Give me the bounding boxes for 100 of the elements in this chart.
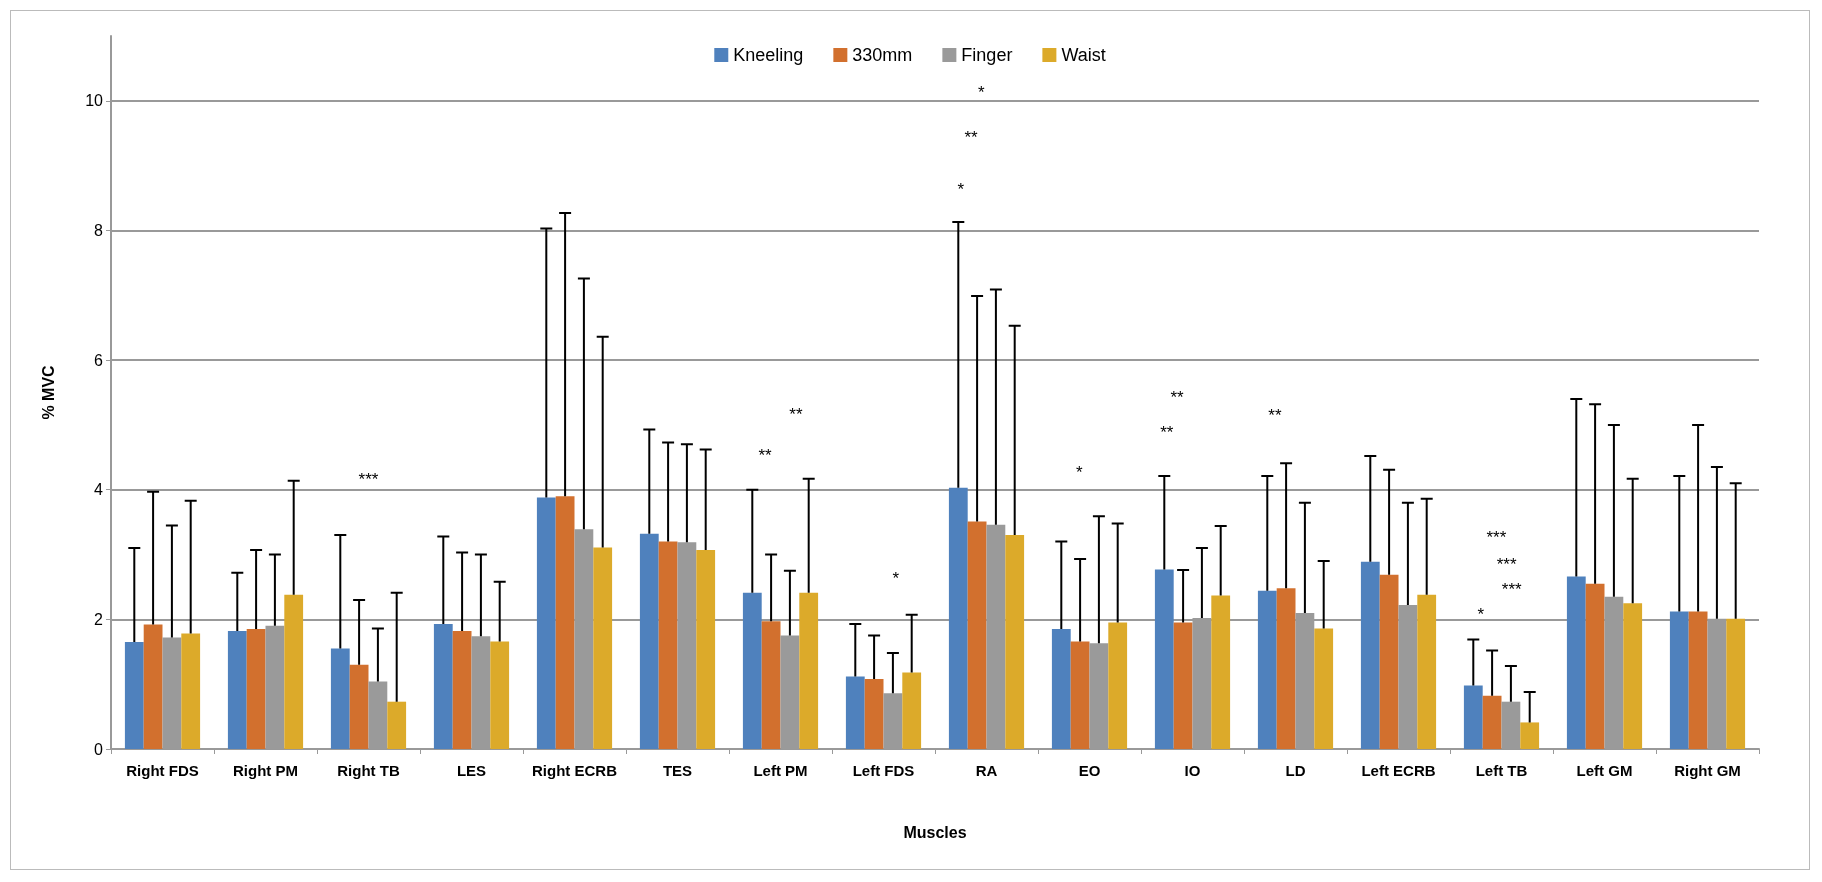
bar xyxy=(433,623,453,749)
bar xyxy=(1360,561,1380,749)
annotation: ** xyxy=(1160,423,1174,443)
annotation: * xyxy=(1075,463,1083,483)
legend-label: Finger xyxy=(961,45,1013,65)
bar xyxy=(902,672,922,749)
bar xyxy=(1211,595,1231,749)
bar xyxy=(1051,629,1071,749)
annotation: ** xyxy=(1268,405,1282,425)
bar xyxy=(1173,622,1193,749)
bar xyxy=(1623,603,1643,749)
bar xyxy=(593,547,613,749)
y-tick-label: 2 xyxy=(94,610,104,628)
bar xyxy=(1154,569,1174,749)
bar xyxy=(1585,583,1605,749)
annotation: * xyxy=(957,179,965,199)
x-tick-label: Right TB xyxy=(337,762,400,779)
bar xyxy=(780,635,800,749)
bar xyxy=(1707,618,1727,749)
annotation: *** xyxy=(1486,527,1507,547)
legend-label: Kneeling xyxy=(733,45,804,65)
bar xyxy=(1276,588,1296,749)
bar xyxy=(1379,574,1399,749)
y-axis-title: % MVC xyxy=(39,364,57,420)
bar xyxy=(742,592,762,749)
bar xyxy=(452,631,472,749)
x-axis-title: Muscles xyxy=(903,823,967,841)
y-tick-label: 8 xyxy=(94,221,104,239)
bar xyxy=(948,487,968,749)
annotation: * xyxy=(978,83,986,103)
bar xyxy=(696,550,716,749)
bar xyxy=(349,664,369,749)
bar xyxy=(1566,576,1586,749)
bar xyxy=(368,681,388,749)
x-tick-label: Right GM xyxy=(1674,762,1741,779)
y-tick-label: 10 xyxy=(85,92,104,110)
x-tick-label: Left GM xyxy=(1576,762,1633,779)
x-tick-label: Left PM xyxy=(753,762,808,779)
annotation: *** xyxy=(1501,579,1523,599)
legend-label: Waist xyxy=(1061,45,1106,65)
x-tick-label: Right PM xyxy=(233,762,298,779)
bar xyxy=(555,496,575,749)
bar xyxy=(1520,722,1540,749)
annotation: ** xyxy=(789,404,803,424)
annotation: *** xyxy=(1496,555,1517,575)
x-tick-label: EO xyxy=(1078,762,1101,779)
bar xyxy=(181,633,201,749)
bar xyxy=(471,636,491,749)
bar xyxy=(387,701,407,749)
x-tick-label: Left ECRB xyxy=(1361,762,1436,779)
x-tick-label: Left TB xyxy=(1475,762,1528,779)
x-tick-label: Left FDS xyxy=(852,762,915,779)
bar xyxy=(864,679,884,749)
bar xyxy=(246,629,266,749)
bar xyxy=(1501,701,1521,749)
bar xyxy=(845,676,865,749)
bar xyxy=(883,693,903,749)
bar xyxy=(1417,594,1437,749)
bar xyxy=(967,521,987,749)
bar xyxy=(658,541,678,749)
x-tick-label: Right FDS xyxy=(126,762,199,779)
bar xyxy=(1108,622,1128,749)
bar xyxy=(574,529,594,749)
y-tick-label: 0 xyxy=(94,740,104,758)
x-tick-label: LES xyxy=(456,762,487,779)
x-tick-label: RA xyxy=(975,762,998,779)
bar xyxy=(761,621,781,749)
bar xyxy=(1070,641,1090,749)
bar xyxy=(536,497,556,749)
annotation: * xyxy=(892,568,900,588)
legend-label: 330mm xyxy=(852,45,913,65)
x-tick-label: LD xyxy=(1285,762,1306,779)
bar xyxy=(490,641,510,749)
bar xyxy=(1669,611,1689,749)
y-tick-label: 6 xyxy=(94,351,104,369)
bar xyxy=(124,642,144,749)
bar xyxy=(639,533,659,749)
bar xyxy=(143,624,163,749)
bar xyxy=(1257,590,1277,749)
bar xyxy=(677,542,697,749)
bar xyxy=(1482,695,1502,749)
annotation: ** xyxy=(1170,388,1185,408)
x-tick-label: Right ECRB xyxy=(532,762,618,779)
annotation: *** xyxy=(358,470,379,490)
bar xyxy=(265,625,285,749)
annotation: ** xyxy=(964,128,979,148)
bar xyxy=(162,637,182,749)
annotation: * xyxy=(1477,605,1485,625)
bar xyxy=(1314,628,1334,749)
bar xyxy=(1463,685,1483,749)
annotation: ** xyxy=(758,446,773,466)
bar xyxy=(1604,596,1624,749)
bar xyxy=(284,594,304,749)
bar xyxy=(1089,643,1109,749)
bar xyxy=(1398,605,1418,749)
x-tick-label: IO xyxy=(1184,762,1201,779)
bar xyxy=(330,648,350,749)
bar xyxy=(1005,535,1025,749)
bar xyxy=(986,524,1006,749)
bar xyxy=(1726,618,1746,749)
